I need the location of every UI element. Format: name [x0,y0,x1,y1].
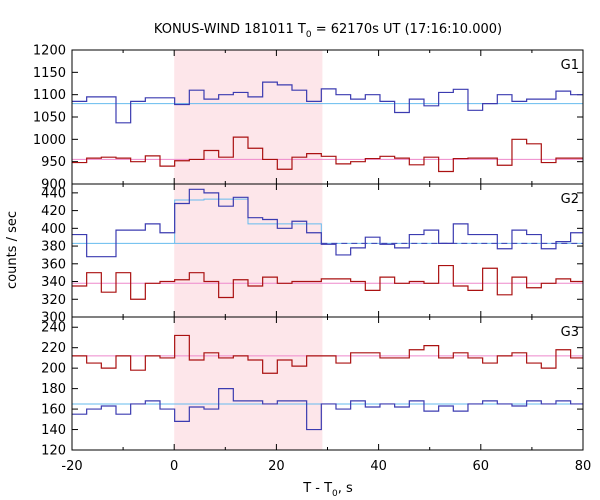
series-histogram [72,81,583,124]
y-tick-label: 380 [41,240,66,255]
panel-label: G1 [561,58,579,73]
series-histogram [72,136,583,173]
highlight-interval [174,50,323,450]
panel-frame [71,316,584,451]
plot-area: 90095010001050110011501200G1300320340360… [33,44,591,475]
series-histogram [72,334,583,374]
y-tick-label: 340 [41,275,66,290]
x-tick-label: 60 [473,459,490,474]
y-tick-label: 160 [41,403,66,418]
x-tick-label: 20 [268,459,285,474]
y-tick-label: 360 [41,257,66,272]
series-histogram [72,264,583,300]
panel-frame [71,183,584,318]
y-tick-label: 420 [41,204,66,219]
y-tick-label: 300 [41,311,66,326]
x-axis-label: T - T0, s [302,481,353,499]
y-tick-label: 120 [41,444,66,459]
y-tick-label: 200 [41,362,66,377]
series-histogram [72,388,583,431]
x-tick-label: 40 [370,459,387,474]
series-histogram [72,188,583,258]
y-tick-label: 1100 [33,88,66,103]
y-axis-label: counts / sec [5,211,20,289]
panel-g1: 900 950 1000 1050 1100 1150 1200 G1 [33,44,584,193]
y-tick-label: 220 [41,341,66,356]
y-tick-label: 1150 [33,66,66,81]
fit-step [174,198,322,244]
y-tick-label: 1000 [33,133,66,148]
y-tick-label: 440 [41,186,66,201]
panel-label: G2 [561,192,579,207]
y-tick-label: 400 [41,222,66,237]
y-tick-label: 140 [41,423,66,438]
panel-label: G3 [561,325,579,340]
y-tick-label: 1050 [33,111,66,126]
x-tick-label: 0 [170,459,178,474]
x-tick-label: -20 [61,459,82,474]
panel-g3: 120 140 160 180 200 220 240 G3 [41,316,584,459]
panel-frame [71,49,584,185]
x-tick-label: 80 [575,459,592,474]
panel-g2: 300 320 340 360 380 400 420 440 G2 [41,183,584,326]
y-tick-label: 180 [41,382,66,397]
chart-title: KONUS-WIND 181011 T0 = 62170s UT (17:16:… [154,22,502,40]
y-tick-label: 950 [41,155,66,170]
y-tick-label: 1200 [33,44,66,59]
y-tick-label: 240 [41,321,66,336]
y-tick-label: 320 [41,293,66,308]
y-tick-label: 900 [41,178,66,193]
